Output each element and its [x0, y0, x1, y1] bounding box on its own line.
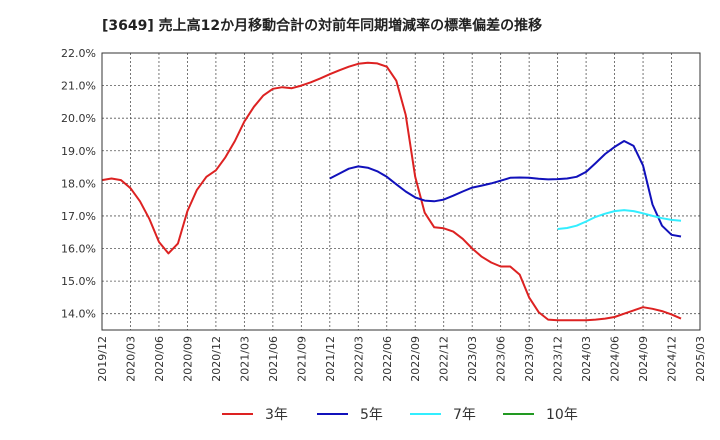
y-tick-label: 20.0%	[61, 112, 96, 125]
x-tick-label: 2023/09	[523, 336, 536, 382]
x-tick-label: 2022/03	[352, 336, 365, 382]
x-tick-label: 2024/12	[666, 336, 679, 382]
x-tick-label: 2022/09	[409, 336, 422, 382]
x-tick-label: 2020/03	[124, 336, 137, 382]
x-tick-label: 2020/09	[181, 336, 194, 382]
x-tick-label: 2020/06	[153, 336, 166, 382]
legend-label: 7年	[453, 407, 476, 423]
x-tick-label: 2025/03	[694, 336, 707, 382]
legend-label: 5年	[360, 407, 383, 423]
x-tick-label: 2023/12	[552, 336, 565, 382]
series-line-5年	[329, 140, 682, 238]
y-tick-label: 19.0%	[61, 145, 96, 158]
x-axis-ticks: 2019/12 2020/03 2020/06 2020/09 2020/12 2021/…	[96, 336, 707, 382]
x-tick-label: 2021/06	[267, 336, 280, 382]
y-tick-label: 18.0%	[61, 177, 96, 190]
y-tick-label: 15.0%	[61, 275, 96, 288]
y-axis-ticks: 14.0% 15.0% 16.0% 17.0% 18.0% 19.0% 20.0% 21.0%…	[61, 47, 96, 321]
x-tick-label: 2024/06	[609, 336, 622, 382]
x-tick-label: 2021/12	[324, 336, 337, 382]
series-line-3年	[101, 61, 682, 322]
x-tick-label: 2019/12	[96, 336, 109, 382]
x-tick-label: 2022/06	[381, 336, 394, 382]
series-line-7年	[557, 209, 682, 230]
x-tick-label: 2024/03	[580, 336, 593, 382]
y-tick-label: 16.0%	[61, 243, 96, 256]
y-tick-label: 21.0%	[61, 80, 96, 93]
legend: 3年 5年 7年 10年	[222, 407, 578, 423]
x-tick-label: 2023/03	[466, 336, 479, 382]
x-tick-label: 2023/06	[495, 336, 508, 382]
x-tick-label: 2024/09	[637, 336, 650, 382]
chart-title: [3649] 売上高12か月移動合計の対前年同期増減率の標準偏差の推移	[102, 17, 542, 34]
x-tick-label: 2021/03	[238, 336, 251, 382]
y-tick-label: 17.0%	[61, 210, 96, 223]
legend-label: 3年	[265, 407, 288, 423]
x-tick-label: 2022/12	[438, 336, 451, 382]
series-lines	[101, 61, 682, 322]
x-tick-label: 2021/09	[295, 336, 308, 382]
plot-frame	[101, 52, 701, 331]
legend-label: 10年	[546, 407, 578, 423]
y-tick-label: 22.0%	[61, 47, 96, 60]
x-tick-label: 2020/12	[210, 336, 223, 382]
y-tick-label: 14.0%	[61, 308, 96, 321]
